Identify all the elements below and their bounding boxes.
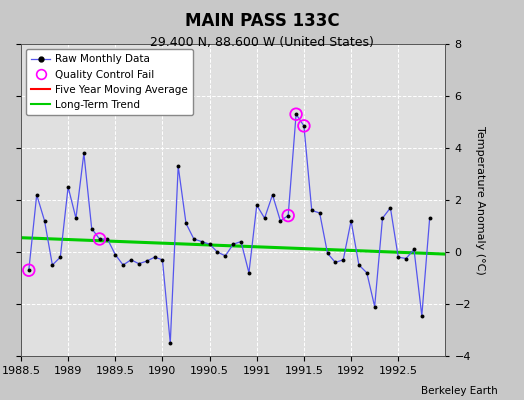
Point bbox=[111, 251, 119, 258]
Point bbox=[268, 192, 277, 198]
Point bbox=[253, 202, 261, 208]
Point bbox=[80, 150, 88, 156]
Point bbox=[339, 257, 347, 263]
Point bbox=[213, 249, 222, 255]
Point bbox=[394, 254, 402, 260]
Point bbox=[378, 215, 387, 222]
Point bbox=[40, 218, 49, 224]
Point bbox=[205, 241, 214, 247]
Point bbox=[402, 255, 410, 262]
Point bbox=[48, 262, 57, 268]
Point bbox=[245, 270, 253, 276]
Point bbox=[425, 215, 434, 222]
Point bbox=[410, 246, 418, 253]
Point bbox=[119, 262, 127, 268]
Point bbox=[284, 212, 292, 219]
Legend: Raw Monthly Data, Quality Control Fail, Five Year Moving Average, Long-Term Tren: Raw Monthly Data, Quality Control Fail, … bbox=[26, 49, 193, 115]
Point bbox=[150, 254, 159, 260]
Point bbox=[308, 207, 316, 214]
Point bbox=[56, 254, 64, 260]
Text: 29.400 N, 88.600 W (United States): 29.400 N, 88.600 W (United States) bbox=[150, 36, 374, 49]
Point bbox=[237, 238, 245, 245]
Point bbox=[418, 312, 426, 319]
Point bbox=[88, 225, 96, 232]
Point bbox=[64, 184, 72, 190]
Point bbox=[174, 163, 182, 170]
Point bbox=[292, 111, 300, 118]
Point bbox=[300, 123, 308, 129]
Point bbox=[221, 253, 230, 259]
Point bbox=[260, 215, 269, 222]
Point bbox=[25, 267, 33, 274]
Point bbox=[198, 238, 206, 245]
Point bbox=[300, 123, 308, 129]
Point bbox=[103, 236, 112, 242]
Y-axis label: Temperature Anomaly (°C): Temperature Anomaly (°C) bbox=[475, 126, 485, 274]
Point bbox=[355, 262, 363, 268]
Point bbox=[363, 270, 371, 276]
Point bbox=[182, 220, 190, 226]
Point bbox=[370, 303, 379, 310]
Point bbox=[95, 236, 104, 242]
Point bbox=[72, 215, 80, 222]
Point bbox=[25, 267, 33, 274]
Point bbox=[32, 192, 41, 198]
Point bbox=[135, 260, 143, 267]
Point bbox=[292, 111, 300, 118]
Point bbox=[284, 212, 292, 219]
Point bbox=[323, 250, 332, 256]
Text: MAIN PASS 133C: MAIN PASS 133C bbox=[184, 12, 340, 30]
Point bbox=[276, 218, 285, 224]
Point bbox=[127, 257, 135, 263]
Point bbox=[95, 236, 104, 242]
Point bbox=[347, 218, 355, 224]
Point bbox=[331, 259, 340, 266]
Point bbox=[143, 258, 151, 264]
Text: Berkeley Earth: Berkeley Earth bbox=[421, 386, 498, 396]
Point bbox=[229, 241, 237, 247]
Point bbox=[386, 205, 395, 211]
Point bbox=[166, 340, 174, 346]
Point bbox=[190, 236, 198, 242]
Point bbox=[315, 210, 324, 216]
Point bbox=[158, 257, 167, 263]
